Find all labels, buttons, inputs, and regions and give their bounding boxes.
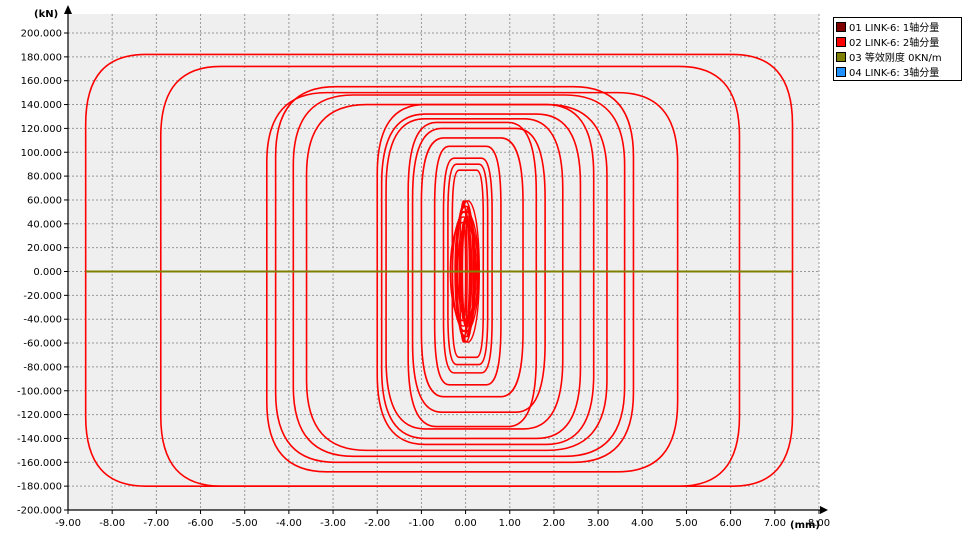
y-tick-label-3: 140.000 (21, 100, 62, 111)
x-tick-label-0: -9.00 (55, 518, 81, 529)
y-tick-label-19: -180.000 (17, 482, 62, 493)
hysteresis-loop-15 (451, 169, 485, 359)
legend-swatch-4 (836, 66, 846, 77)
y-tick-labels: 200.000 180.000 160.000 140.000 120.000 100.0… (17, 29, 68, 517)
hysteresis-loop-8 (385, 118, 564, 430)
legend-swatch-2 (836, 36, 846, 47)
y-tick-label-2: 160.000 (21, 76, 62, 87)
x-tick-label-2: -7.00 (143, 518, 169, 529)
y-tick-label-20: -200.000 (17, 506, 62, 517)
y-tick-label-9: 20.000 (27, 243, 62, 254)
y-tick-label-12: -40.000 (23, 315, 62, 326)
y-tick-label-8: 40.000 (27, 219, 62, 230)
y-tick-label-7: 60.000 (27, 195, 62, 206)
y-tick-label-4: 120.000 (21, 124, 62, 135)
legend-item-4[interactable]: 04 LINK-6: 3轴分量 (836, 64, 959, 79)
y-tick-label-0: 200.000 (21, 29, 62, 40)
y-tick-label-13: -60.000 (23, 339, 62, 350)
y-tick-label-17: -140.000 (17, 434, 62, 445)
hysteresis-loop-3 (274, 85, 635, 464)
y-tick-label-18: -160.000 (17, 458, 62, 469)
legend-item-3[interactable]: 03 等效刚度 0KN/m (836, 49, 959, 64)
x-tick-label-3: -6.00 (188, 518, 214, 529)
hysteresis-loop-2 (265, 91, 679, 473)
x-tick-label-7: -2.00 (364, 518, 390, 529)
y-tick-label-14: -80.000 (23, 362, 62, 373)
y-tick-label-15: -100.000 (17, 386, 62, 397)
y-tick-label-5: 100.000 (21, 148, 62, 159)
x-tick-label-6: -3.00 (320, 518, 346, 529)
hysteresis-loop-6 (376, 103, 595, 446)
y-tick-label-1: 180.000 (21, 52, 62, 63)
legend: 01 LINK-6: 1轴分量 02 LINK-6: 2轴分量 03 等效刚度 … (833, 17, 962, 81)
y-axis-arrow (64, 5, 72, 14)
x-tick-label-11: 2.00 (543, 518, 565, 529)
hysteresis-loop-14 (447, 163, 489, 366)
legend-label-4: 04 LINK-6: 3轴分量 (849, 68, 940, 79)
y-tick-label-16: -120.000 (17, 410, 62, 421)
hysteresis-loop-0 (84, 53, 794, 487)
x-tick-labels: -9.00 -8.00 -7.00 -6.00 -5.00 -4.00 -3.00 -2.00… (55, 510, 830, 529)
x-axis-arrow (820, 506, 828, 514)
axes (64, 5, 828, 514)
x-tick-label-12: 3.00 (587, 518, 609, 529)
legend-label-1: 01 LINK-6: 1轴分量 (849, 23, 940, 34)
legend-item-1[interactable]: 01 LINK-6: 1轴分量 (836, 19, 959, 34)
legend-swatch-3 (836, 51, 846, 62)
x-tick-label-1: -8.00 (99, 518, 125, 529)
x-tick-label-5: -4.00 (276, 518, 302, 529)
x-tick-label-15: 6.00 (720, 518, 742, 529)
legend-label-3: 03 等效刚度 0KN/m (849, 53, 942, 64)
hysteresis-loop-5 (305, 103, 608, 452)
x-tick-label-8: -1.00 (408, 518, 434, 529)
hysteresis-loop-7 (380, 113, 582, 440)
x-tick-label-13: 4.00 (631, 518, 653, 529)
x-tick-label-10: 1.00 (499, 518, 521, 529)
hysteresis-loop-4 (292, 94, 626, 458)
x-tick-label-17: 8.00 (808, 518, 830, 529)
x-unit-label: (mm) (790, 520, 820, 531)
legend-swatch-1 (836, 21, 846, 32)
y-unit-label: (kN) (34, 9, 58, 20)
hysteresis-loop-11 (420, 137, 524, 398)
y-tick-label-10: 0.000 (33, 267, 62, 278)
series-link6-axis2 (84, 53, 794, 487)
hysteresis-loop-1 (159, 65, 741, 487)
hysteresis-loop-9 (407, 121, 538, 428)
x-tick-label-14: 5.00 (675, 518, 697, 529)
hysteresis-loop-13 (442, 157, 493, 374)
x-tick-label-4: -5.00 (232, 518, 258, 529)
legend-label-2: 02 LINK-6: 2轴分量 (849, 38, 940, 49)
x-tick-label-16: 7.00 (764, 518, 786, 529)
hysteresis-loop-10 (411, 127, 546, 414)
y-tick-label-11: -20.000 (23, 291, 62, 302)
x-tick-label-9: 0.00 (454, 518, 476, 529)
hysteresis-loop-12 (433, 145, 502, 386)
legend-item-2[interactable]: 02 LINK-6: 2轴分量 (836, 34, 959, 49)
y-tick-label-6: 80.000 (27, 172, 62, 183)
